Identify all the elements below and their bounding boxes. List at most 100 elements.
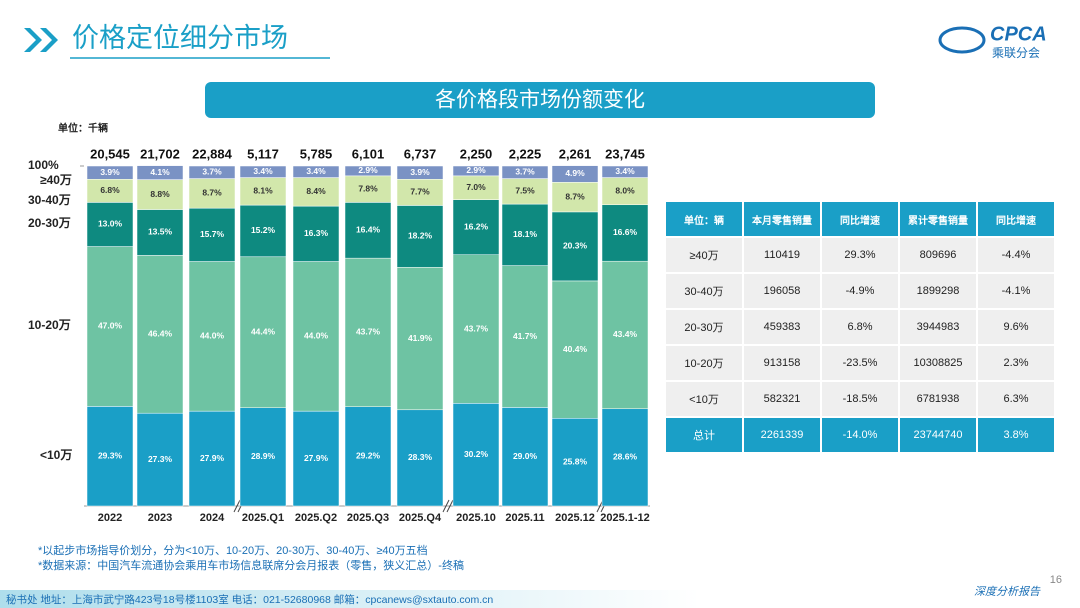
- total-label: 23,745: [605, 146, 645, 161]
- logo-text: CPCA: [990, 23, 1047, 45]
- bar-segment: [292, 177, 340, 207]
- table-row: 总计 2261339 -14.0% 23744740 3.8%: [664, 416, 1056, 454]
- table-cell: 30-40万: [664, 272, 744, 310]
- total-label: 20,545: [90, 146, 130, 161]
- value-label: 29.2%: [356, 451, 381, 461]
- note: *数据来源：中国汽车流通协会乘用车市场信息联席分会月报表（零售，狭义汇总）-终稿: [38, 558, 464, 572]
- x-tick-label: 2025.Q1: [242, 512, 284, 524]
- value-label: 18.2%: [408, 231, 433, 241]
- bar-segment: [501, 265, 549, 408]
- value-label: 44.4%: [251, 327, 276, 337]
- value-label: 4.1%: [150, 167, 170, 177]
- value-label: 7.0%: [466, 182, 486, 192]
- bar-segment: [452, 254, 500, 404]
- table-cell: 2261339: [742, 416, 822, 454]
- table-cell: 6.3%: [976, 380, 1056, 418]
- table-cell: 23744740: [898, 416, 978, 454]
- table-cell: 20-30万: [664, 308, 744, 346]
- bar-segment: [551, 182, 599, 213]
- value-label: 7.5%: [515, 186, 535, 196]
- bar-segment: [188, 178, 236, 209]
- value-label: 6.8%: [100, 185, 120, 195]
- x-tick-label: 2025.11: [505, 512, 544, 524]
- value-label: 18.1%: [513, 229, 538, 239]
- x-tick-label: 2025.12: [555, 512, 595, 524]
- bar-segment: [86, 165, 134, 180]
- value-label: 43.4%: [613, 329, 638, 339]
- bar-segment: [136, 255, 184, 414]
- table-row: 30-40万 196058 -4.9% 1899298 -4.1%: [664, 272, 1056, 310]
- value-label: 43.7%: [464, 323, 489, 333]
- bar-segment: [551, 165, 599, 183]
- table-row: ≥40万 110419 29.3% 809696 -4.4%: [664, 236, 1056, 274]
- table-cell: 913158: [742, 344, 822, 382]
- data-table: 单位：辆 本月零售销量 同比增速 累计零售销量 同比增速 ≥40万 110419 29.3% 8…: [664, 200, 1056, 454]
- table-cell: 3.8%: [976, 416, 1056, 454]
- table-cell: -4.1%: [976, 272, 1056, 310]
- bar-segment: [396, 205, 444, 268]
- value-label: 3.7%: [202, 167, 222, 177]
- bar-segment: [188, 207, 236, 262]
- value-label: 8.8%: [150, 189, 170, 199]
- value-label: 3.7%: [515, 167, 535, 177]
- series-label: ≥40万: [40, 173, 72, 187]
- total-label: 21,702: [140, 146, 180, 161]
- value-label: 28.9%: [251, 451, 276, 461]
- value-label: 41.7%: [513, 331, 538, 341]
- table-row: <10万 582321 -18.5% 6781938 6.3%: [664, 380, 1056, 418]
- footer-contact: 秘书处 地址：上海市武宁路423号18号楼1103室 电话：021-526809…: [6, 593, 493, 606]
- value-label: 8.4%: [306, 186, 326, 196]
- table-cell: 809696: [898, 236, 978, 274]
- series-label: 20-30万: [28, 216, 71, 230]
- bar-segment: [136, 209, 184, 256]
- value-label: 13.5%: [148, 227, 173, 237]
- value-label: 2.9%: [466, 165, 486, 175]
- bar-segment: [551, 280, 599, 419]
- series-label: 30-40万: [28, 193, 71, 207]
- bar-segment: [86, 246, 134, 407]
- value-label: 46.4%: [148, 329, 173, 339]
- table-row: 10-20万 913158 -23.5% 10308825 2.3%: [664, 344, 1056, 382]
- value-label: 16.6%: [613, 227, 638, 237]
- bar-segment: [136, 412, 184, 507]
- table-cell: 9.6%: [976, 308, 1056, 346]
- table-cell: 6781938: [898, 380, 978, 418]
- logo-sub: 乘联分会: [992, 46, 1040, 60]
- value-label: 40.4%: [563, 344, 588, 354]
- table-cell: 6.8%: [820, 308, 900, 346]
- value-label: 27.9%: [200, 453, 225, 463]
- bar-segment: [601, 260, 649, 410]
- bar-segment: [344, 202, 392, 259]
- value-label: 29.0%: [513, 451, 538, 461]
- value-label: 47.0%: [98, 321, 123, 331]
- value-label: 3.4%: [615, 166, 635, 176]
- total-label: 22,884: [192, 146, 233, 161]
- value-label: 3.4%: [306, 166, 326, 176]
- value-label: 29.3%: [98, 450, 123, 460]
- value-label: 16.2%: [464, 221, 489, 231]
- bar-segment: [188, 410, 236, 507]
- logo-mark: [938, 26, 986, 54]
- table-cell: 110419: [742, 236, 822, 274]
- bar-segment: [601, 165, 649, 178]
- bar-segment: [239, 407, 287, 507]
- bar-segment: [396, 267, 444, 411]
- bar-segment: [344, 406, 392, 507]
- bar-segment: [292, 410, 340, 507]
- value-label: 3.9%: [410, 167, 430, 177]
- value-label: 16.4%: [356, 225, 381, 235]
- page-number: 16: [1050, 574, 1062, 586]
- value-label: 8.0%: [615, 185, 635, 195]
- x-tick-label: 2024: [200, 512, 225, 524]
- bar-segment: [239, 177, 287, 206]
- table-cell: 29.3%: [820, 236, 900, 274]
- table-cell: 单位：辆: [664, 200, 744, 238]
- table-cell: 10-20万: [664, 344, 744, 382]
- table-cell: 1899298: [898, 272, 978, 310]
- value-label: 15.2%: [251, 225, 276, 235]
- value-label: 43.7%: [356, 327, 381, 337]
- bar-segment: [601, 204, 649, 262]
- table-cell: -14.0%: [820, 416, 900, 454]
- value-label: 3.4%: [253, 166, 273, 176]
